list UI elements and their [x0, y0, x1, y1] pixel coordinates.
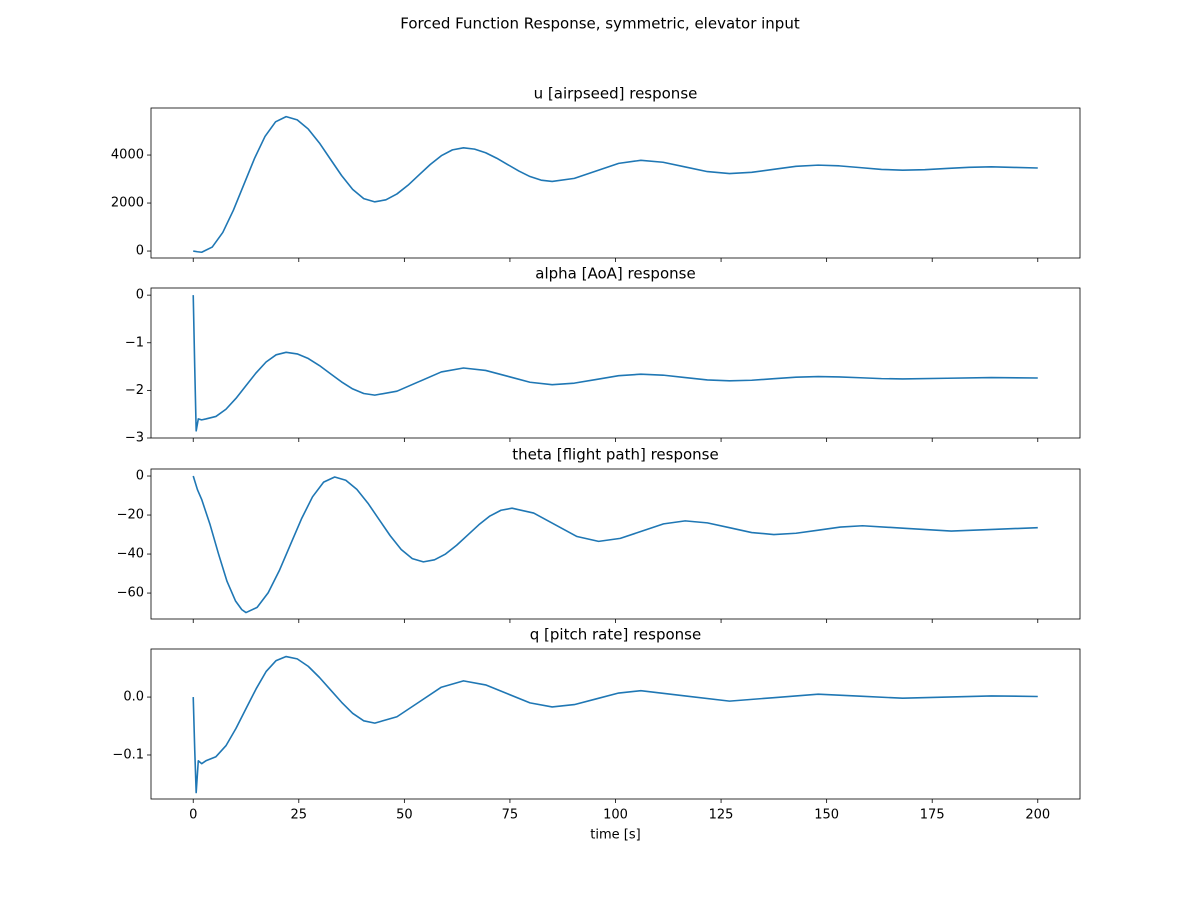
- x-tick-label: 150: [814, 808, 839, 823]
- y-tick-label: −0.1: [112, 747, 144, 762]
- x-tick-label: 50: [396, 808, 413, 823]
- y-tick-label: 0: [136, 288, 144, 303]
- figure-title: Forced Function Response, symmetric, ele…: [400, 15, 800, 33]
- axes-frame: [150, 468, 1081, 620]
- axes-title: theta [flight path] response: [512, 446, 718, 464]
- y-tick-label: −3: [125, 431, 144, 446]
- axes-title: q [pitch rate] response: [530, 626, 701, 644]
- y-tick-label: −20: [117, 508, 144, 523]
- y-tick-label: −60: [117, 586, 144, 601]
- x-tick-label: 100: [603, 808, 628, 823]
- y-tick-label: 4000: [111, 148, 144, 163]
- x-tick-label: 175: [920, 808, 945, 823]
- x-tick-label: 200: [1025, 808, 1050, 823]
- x-tick-label: 0: [189, 808, 197, 823]
- y-tick-label: −2: [125, 383, 144, 398]
- x-tick-label: 125: [709, 808, 734, 823]
- data-line: [192, 295, 1038, 432]
- axes-title: u [airpseed] response: [534, 85, 698, 103]
- data-line: [192, 475, 1038, 614]
- axes-frame: [150, 648, 1081, 800]
- y-tick-label: −40: [117, 547, 144, 562]
- x-tick-label: 25: [291, 808, 308, 823]
- axes-frame: [150, 287, 1081, 439]
- axes-frame: [150, 107, 1081, 259]
- x-axis-label: time [s]: [590, 828, 640, 843]
- y-tick-label: 0: [136, 244, 144, 259]
- y-tick-label: 0: [136, 469, 144, 484]
- data-line: [192, 655, 1038, 794]
- axes-title: alpha [AoA] response: [535, 265, 695, 283]
- data-line: [193, 115, 1038, 254]
- y-tick-label: −1: [125, 335, 144, 350]
- y-tick-label: 0.0: [123, 690, 144, 705]
- x-tick-label: 75: [502, 808, 519, 823]
- y-tick-label: 2000: [111, 196, 144, 211]
